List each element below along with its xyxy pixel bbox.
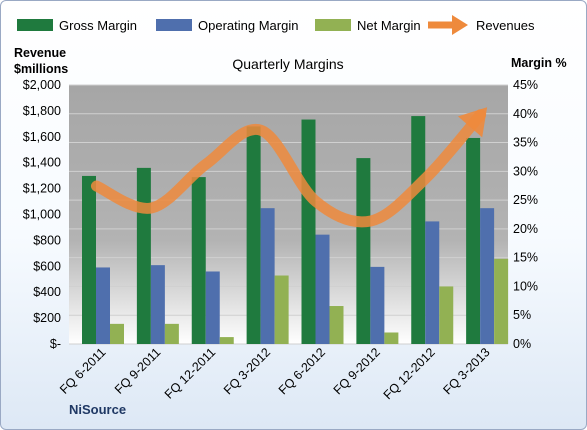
legend-label: Gross Margin	[59, 18, 137, 33]
legend-label: Revenues	[476, 18, 535, 33]
right-tick-label: 5%	[513, 308, 531, 322]
legend-arrow-icon	[452, 15, 468, 35]
x-tick-label: FQ 9-2012	[331, 345, 383, 397]
bar-net-margin	[274, 275, 289, 344]
bar-net-margin	[329, 306, 344, 344]
bar-operating-margin	[150, 265, 165, 344]
legend-label: Net Margin	[357, 18, 421, 33]
bar-gross-margin	[301, 119, 316, 345]
bar-net-margin	[219, 337, 234, 344]
x-tick-label: FQ 12-2012	[381, 345, 438, 402]
bar-net-margin	[384, 332, 399, 344]
left-tick-label: $1,400	[23, 156, 61, 170]
left-axis-label-line2: $millions	[14, 62, 68, 76]
right-tick-label: 10%	[513, 279, 538, 293]
x-tick-label: FQ 3-2012	[221, 345, 273, 397]
left-tick-label: $400	[33, 285, 61, 299]
bar-gross-margin	[191, 177, 206, 344]
right-axis-label: Margin %	[511, 56, 567, 70]
legend: Gross Margin Operating Margin Net Margin Re…	[17, 15, 535, 35]
chart-title: Quarterly Margins	[232, 56, 343, 72]
bar-operating-margin	[96, 267, 110, 344]
right-axis-ticks: 0% 5% 10% 15% 20% 25% 30% 35% 40% 45%	[513, 78, 538, 351]
bar-net-margin	[494, 258, 509, 344]
left-tick-label: $1,000	[23, 208, 61, 222]
left-tick-label: $1,800	[23, 104, 61, 118]
bar-net-margin	[439, 286, 454, 344]
left-tick-label: $800	[33, 233, 61, 247]
bar-operating-margin	[425, 221, 440, 344]
right-tick-label: 45%	[513, 78, 538, 92]
revenue-line-path	[90, 109, 487, 228]
bar-gross-margin	[246, 126, 261, 344]
bar-operating-margin	[315, 234, 330, 344]
x-tick-label: FQ 3-2013	[441, 345, 493, 397]
right-tick-label: 25%	[513, 193, 538, 207]
x-tick-label: FQ 6-2012	[276, 345, 328, 397]
left-tick-label: $2,000	[23, 78, 61, 92]
right-tick-label: 35%	[513, 136, 538, 150]
bar-operating-margin	[260, 208, 275, 344]
right-tick-label: 15%	[513, 251, 538, 265]
left-tick-label: $1,600	[23, 130, 61, 144]
bar-operating-margin	[205, 271, 220, 344]
x-tick-label: FQ 9-2011	[112, 345, 164, 397]
right-tick-label: 30%	[513, 164, 538, 178]
x-tick-label: FQ 12-2011	[162, 345, 218, 401]
left-tick-label: $1,200	[23, 182, 61, 196]
bar-gross-margin	[136, 167, 151, 344]
x-tick-label: FQ 6-2011	[57, 345, 109, 397]
legend-label: Operating Margin	[198, 18, 298, 33]
bar-gross-margin	[411, 116, 426, 344]
revenue-line	[90, 107, 488, 228]
legend-swatch	[315, 19, 351, 31]
left-tick-label: $-	[50, 337, 61, 351]
bar-net-margin	[164, 323, 179, 344]
left-axis-ticks: $- $200 $400 $600 $800 $1,000 $1,200 $1,400 $1,6…	[23, 78, 61, 351]
bar-gross-margin	[356, 158, 371, 344]
right-tick-label: 0%	[513, 337, 531, 351]
legend-swatch	[17, 19, 53, 31]
bar-net-margin	[110, 323, 124, 344]
right-tick-label: 40%	[513, 107, 538, 121]
left-tick-label: $600	[33, 259, 61, 273]
bar-operating-margin	[480, 208, 495, 344]
legend-swatch	[156, 19, 192, 31]
left-axis-label-line1: Revenue	[14, 46, 66, 60]
revenue-arrow-head	[457, 107, 488, 138]
right-tick-label: 20%	[513, 222, 538, 236]
bar-gross-margin	[82, 175, 96, 344]
bar-gross-margin	[466, 137, 481, 344]
company-name: NiSource	[69, 402, 126, 417]
left-tick-label: $200	[33, 311, 61, 325]
bar-operating-margin	[370, 266, 385, 344]
bars	[82, 116, 509, 345]
